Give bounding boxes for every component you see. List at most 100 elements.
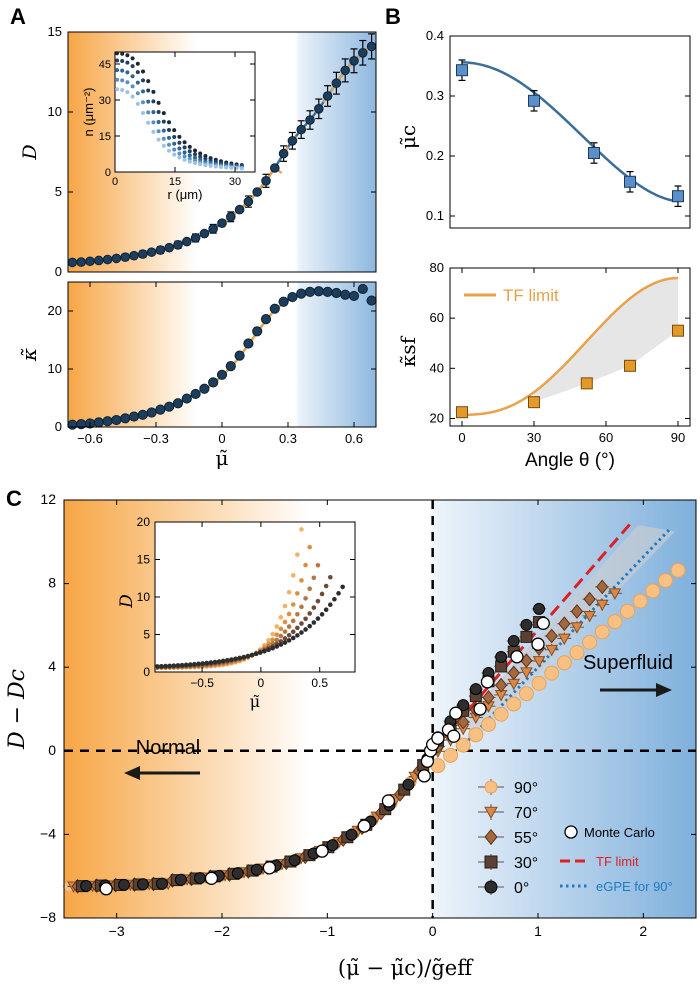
panel-c-inset-point-4 bbox=[204, 660, 210, 666]
panel-a-inset-point-p3 bbox=[187, 153, 192, 158]
panel-c-xtick-label: 0 bbox=[429, 923, 437, 939]
panel-a-top-ytick-label: 0 bbox=[55, 264, 62, 279]
panel-a-top-point bbox=[234, 204, 245, 215]
panel-c-inset-point-4 bbox=[270, 645, 275, 651]
panel-a-bottom-point bbox=[260, 314, 272, 325]
panel-a-inset-point-p5 bbox=[120, 87, 125, 92]
panel-c-point-normal-0 bbox=[118, 878, 131, 891]
panel-a-bottom-point bbox=[111, 414, 122, 426]
panel-c-point-sf-55 bbox=[494, 677, 508, 693]
panel-a-bottom-xlabel: μ̃ bbox=[216, 446, 229, 470]
panel-a-top-point bbox=[331, 78, 342, 88]
panel-a-bottom-ylabel: κ̃ bbox=[17, 348, 41, 362]
panel-b-bottom-xtick-label: 0 bbox=[458, 430, 465, 445]
panel-a-inset-xtick-label: 30 bbox=[229, 176, 241, 188]
panel-a-inset-point-p5 bbox=[125, 90, 130, 95]
panel-c-monte-carlo-point bbox=[447, 729, 461, 743]
panel-c-legend-label: 30° bbox=[514, 855, 538, 872]
panel-c-legend-label: 70° bbox=[514, 805, 538, 822]
panel-c-inset-point-4 bbox=[262, 648, 267, 654]
panel-a-bottom-ytick-label: 0 bbox=[55, 419, 62, 434]
panel-c-inset-point-2 bbox=[274, 637, 280, 643]
panel-a-inset-point-p2 bbox=[187, 149, 192, 154]
panel-c-inset-point-4 bbox=[225, 657, 230, 663]
panel-b-top-point bbox=[456, 64, 468, 77]
panel-a-inset-point-p1 bbox=[115, 51, 119, 56]
panel-c-legend-label: 55° bbox=[514, 830, 538, 847]
panel-c-inset-point-0 bbox=[295, 552, 300, 557]
panel-c-point-normal-0 bbox=[80, 879, 93, 892]
panel-a-inset-point-p4 bbox=[177, 151, 182, 156]
panel-c-inset-point-4 bbox=[200, 661, 205, 666]
panel-c-inset-point-3 bbox=[286, 633, 292, 638]
panel-a-inset-point-p5 bbox=[193, 161, 197, 166]
panel-a-inset-point-p5 bbox=[156, 137, 161, 142]
panel-b-top-point bbox=[588, 147, 600, 159]
panel-c-inset-point-1 bbox=[274, 632, 280, 637]
panel-c-inset-point-4 bbox=[183, 662, 189, 668]
panel-c-inset-point-0 bbox=[290, 573, 296, 578]
panel-a-inset-point-p2 bbox=[177, 140, 182, 145]
panel-c-point-sf-90 bbox=[531, 675, 547, 691]
panel-c-inset-point-4 bbox=[274, 644, 280, 649]
panel-c-inset-point-2 bbox=[282, 629, 288, 634]
panel-c-inset-point-3 bbox=[299, 621, 304, 626]
panel-a-bottom-point bbox=[208, 377, 219, 388]
panel-c-inset-point-1 bbox=[299, 578, 304, 583]
panel-b-top-ytick-label: 0.2 bbox=[426, 148, 444, 163]
panel-a-top-point bbox=[173, 240, 183, 250]
panel-a-inset-point-p3 bbox=[156, 119, 161, 124]
panel-a-inset-point-p5 bbox=[177, 155, 182, 160]
panel-c-point-sf-55 bbox=[570, 604, 584, 619]
panel-a-inset-point-p4 bbox=[130, 84, 135, 89]
panel-a-inset-point-p5 bbox=[161, 143, 166, 148]
panel-c-inset-point-0 bbox=[266, 637, 271, 643]
panel-c-point-normal-0 bbox=[174, 873, 187, 886]
panel-c-inset-point-4 bbox=[155, 664, 160, 669]
panel-c-inset-xtick-label: 0.5 bbox=[311, 676, 328, 690]
panel-a-inset-point-p3 bbox=[182, 150, 187, 155]
panel-c-point-sf-55 bbox=[457, 714, 470, 730]
panel-c-monte-carlo-point bbox=[536, 616, 550, 630]
panel-c-inset-point-4 bbox=[299, 630, 304, 635]
panel-a-inset-xlabel: r (μm) bbox=[168, 187, 203, 202]
panel-c-inset-point-4 bbox=[196, 661, 201, 667]
panel-c-inset-point-0 bbox=[299, 527, 304, 532]
panel-a-bottom-point bbox=[357, 283, 368, 295]
panel-c-xtick-label: −3 bbox=[109, 923, 125, 939]
panel-c-point-sf-90 bbox=[455, 737, 471, 753]
panel-b-bottom-shaded-region bbox=[534, 278, 678, 403]
panel-a-top-point bbox=[94, 255, 104, 266]
panel-c-point-sf-0 bbox=[469, 683, 482, 696]
panel-c-xlabel: (μ̃ − μ̃c)/g̃eff bbox=[338, 956, 474, 980]
panel-c-point-sf-90 bbox=[645, 583, 661, 599]
panel-a-inset-point-p2 bbox=[141, 78, 145, 83]
panel-c-legend-marker bbox=[484, 880, 498, 894]
panel-c-inset-point-2 bbox=[278, 633, 284, 639]
panel-a-inset-point-p1 bbox=[151, 89, 156, 94]
panel-a-top-ylabel: D bbox=[19, 144, 41, 160]
panel-a-top-point bbox=[243, 196, 254, 207]
panel-a-bottom-point bbox=[67, 419, 78, 430]
panel-a-bottom-point bbox=[146, 407, 157, 418]
panel-a-top-point bbox=[270, 163, 280, 173]
panel-c-inset-point-3 bbox=[290, 629, 296, 635]
panel-a-inset-point-p5 bbox=[172, 152, 177, 157]
panel-a-inset-point-p2 bbox=[115, 58, 119, 63]
panel-a-bottom-point bbox=[348, 290, 360, 302]
panel-c-xtick-label: −1 bbox=[319, 923, 335, 939]
panel-c-inset-point-4 bbox=[286, 638, 292, 643]
panel-c-monte-carlo-point bbox=[262, 861, 277, 875]
panel-a-top-point bbox=[261, 176, 271, 186]
panel-a-inset-point-p4 bbox=[151, 120, 156, 125]
panel-c-inset-point-1 bbox=[282, 619, 288, 625]
panel-c-ytick-label: −4 bbox=[40, 825, 56, 841]
panel-c-xtick-label: 1 bbox=[534, 923, 542, 939]
panel-a-top-point bbox=[278, 148, 289, 159]
panel-a-inset-point-p2 bbox=[146, 88, 151, 93]
panel-b-bottom-xtick-label: 30 bbox=[527, 430, 541, 445]
panel-a-bottom-point bbox=[190, 388, 201, 400]
panel-c-point-sf-55 bbox=[482, 690, 495, 705]
panel-c-point-sf-0 bbox=[495, 651, 508, 664]
panel-c-monte-carlo-point bbox=[480, 675, 495, 689]
